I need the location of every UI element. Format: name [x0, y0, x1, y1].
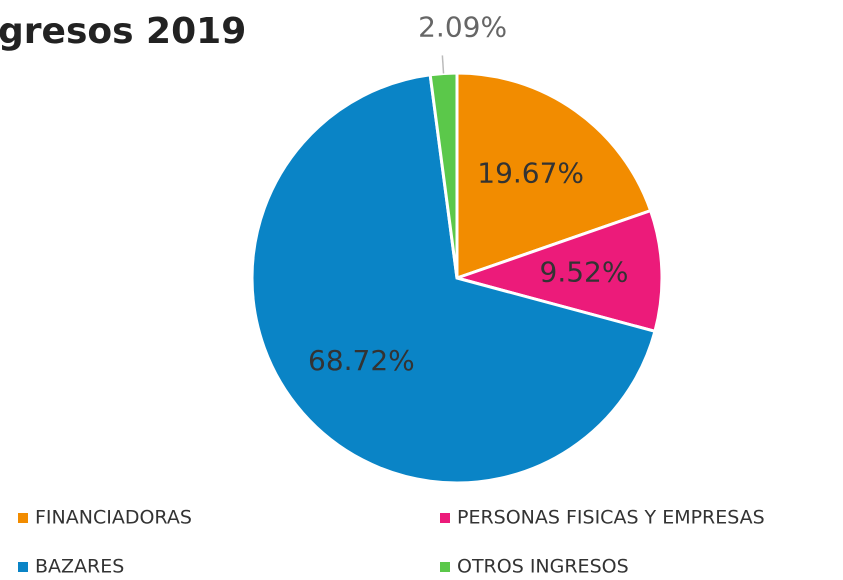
data-label: 19.67% [477, 156, 584, 189]
legend-label: FINANCIADORAS [35, 507, 192, 529]
legend-swatch [18, 562, 28, 572]
legend-swatch [440, 562, 450, 572]
leader-line [441, 55, 445, 74]
pie-slice [250, 73, 657, 485]
chart-title: gresos 2019 [0, 11, 246, 52]
legend-swatch [440, 513, 450, 523]
data-label: 2.09% [418, 11, 507, 44]
pie-slice [451, 208, 664, 334]
legend-label: PERSONAS FISICAS Y EMPRESAS [457, 507, 765, 529]
data-label: 9.52% [540, 255, 629, 288]
legend-label: BAZARES [35, 556, 124, 578]
legend-swatch [18, 513, 28, 523]
legend-label: OTROS INGRESOS [457, 556, 629, 578]
data-label: 68.72% [308, 344, 415, 377]
